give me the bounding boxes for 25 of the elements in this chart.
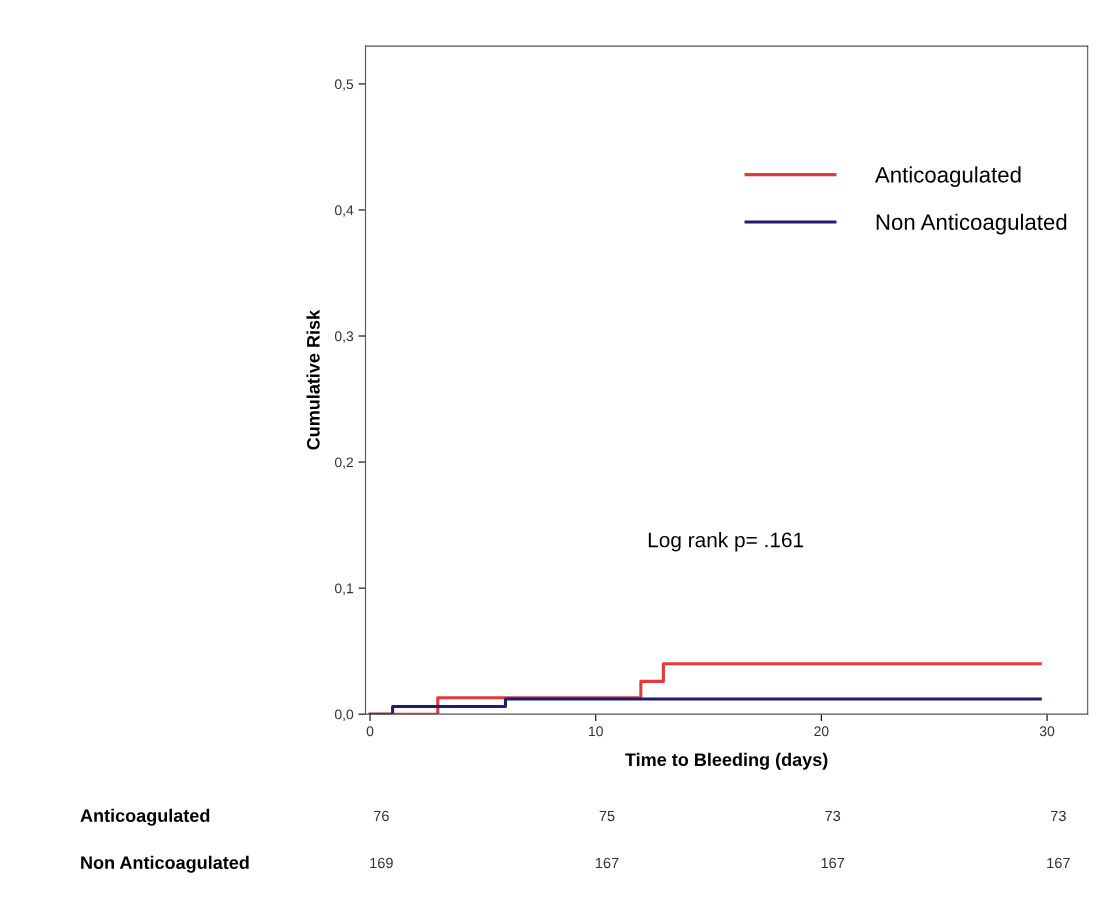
x-axis-title: Time to Bleeding (days) [625,752,828,770]
y-tick-label: 0,2 [334,457,354,469]
text: 167 [1047,857,1070,869]
x-tick-label: 0 [366,726,374,737]
text: 167 [821,857,845,869]
y-tick-label: 0,0 [334,709,354,721]
text: 75 [599,810,615,822]
text: Anticoagulated [80,808,210,826]
annotation: Log rank p= .161 [648,532,804,552]
text: Non Anticoagulated [81,855,249,873]
x-tick-label: 10 [589,726,603,737]
y-tick-label: 0,4 [334,205,354,217]
x-tick-label: 20 [814,726,829,737]
y-axis-title: Cumulative Risk [306,309,320,450]
y-tick-label: 0,3 [334,331,354,343]
legend-label: Non Anticoagulated [876,213,1067,235]
legend-label: Anticoagulated [874,166,1021,188]
y-tick-label: 0,1 [334,583,354,595]
x-tick-label: 30 [1039,726,1055,737]
text: 169 [370,857,393,869]
text: 167 [595,857,619,869]
text: 73 [825,810,841,822]
text: 76 [373,810,389,822]
text: 73 [1050,810,1066,822]
y-tick-label: 0,5 [334,79,354,91]
